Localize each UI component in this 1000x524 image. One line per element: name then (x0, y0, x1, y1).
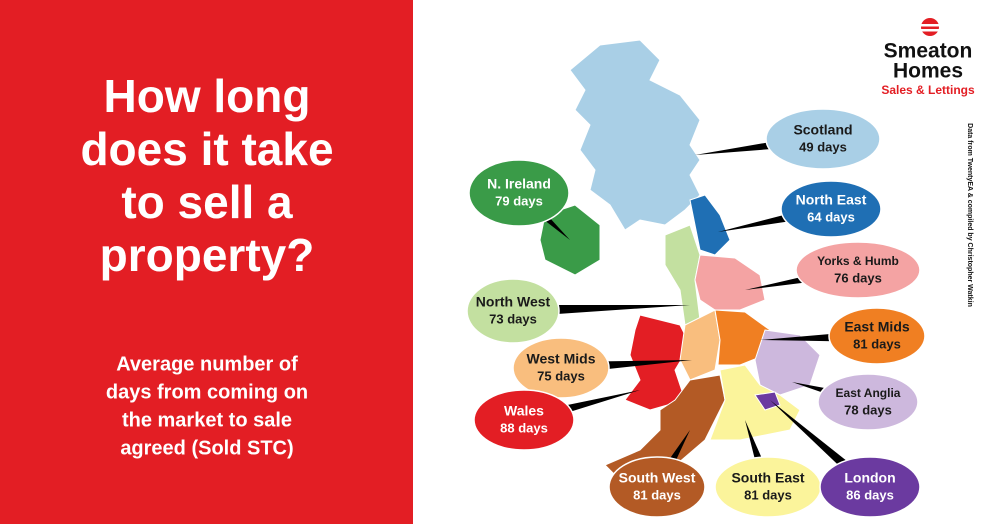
title-line: property? (100, 229, 315, 281)
callout-bubble (466, 278, 560, 344)
logo-name: Smeaton (884, 40, 973, 63)
callout-bubble (512, 337, 610, 399)
region-name: North East (796, 192, 867, 208)
map (539, 39, 821, 481)
subtitle-line: agreed (Sold STC) (120, 437, 293, 459)
callout-bubble (819, 456, 921, 518)
region-days: 81 days (853, 336, 901, 351)
region-days: 86 days (846, 487, 894, 502)
region-shape (754, 391, 781, 411)
region-days: 64 days (807, 209, 855, 224)
region-days: 78 days (844, 402, 892, 417)
region-days: 81 days (744, 487, 792, 502)
title-line: How long (104, 70, 311, 122)
region-name: London (844, 470, 895, 486)
subtitle-line: Average number of (116, 353, 298, 375)
logo-icon (921, 18, 939, 36)
region-name: N. Ireland (487, 176, 551, 192)
callout-bubble (765, 108, 881, 170)
logo: Smeaton Homes Sales & Lettings (881, 18, 975, 97)
region-days: 88 days (500, 420, 548, 435)
callout-bubble (795, 241, 921, 299)
region-name: South East (731, 470, 804, 486)
region-shape (694, 254, 766, 311)
left-panel (0, 0, 413, 524)
region-name: North West (476, 294, 551, 310)
callout-bubble (828, 307, 926, 365)
region-name: East Anglia (836, 386, 901, 400)
title-line: does it take (80, 123, 333, 175)
callout-bubble (468, 159, 570, 227)
source-note: Data from TwentyEA & compiled by Christo… (966, 123, 973, 307)
region-name: West Mids (527, 351, 596, 367)
subtitle-line: the market to sale (122, 409, 292, 431)
region-name: Yorks & Humb (817, 254, 899, 268)
title-line: to sell a (121, 176, 293, 228)
logo-tagline: Sales & Lettings (881, 83, 975, 97)
region-days: 79 days (495, 193, 543, 208)
region-shape (714, 309, 771, 366)
region-shape (689, 194, 731, 256)
logo-name: Homes (893, 60, 963, 83)
region-name: Scotland (793, 122, 852, 138)
region-days: 76 days (834, 270, 882, 285)
logo-icon-stripe (920, 29, 940, 32)
callout-bubble (473, 389, 575, 451)
region-name: East Mids (844, 319, 910, 335)
logo-icon-stripe (920, 24, 940, 27)
subtitle-line: days from coming on (106, 381, 308, 403)
region-days: 73 days (489, 311, 537, 326)
callout-bubble (817, 373, 919, 431)
callout-bubble (608, 456, 706, 518)
region-days: 49 days (799, 139, 847, 154)
region-name: South West (619, 470, 696, 486)
region-days: 81 days (633, 487, 681, 502)
region-shape (569, 39, 701, 231)
subtitle: Average number of days from coming on the … (106, 353, 308, 459)
region-days: 75 days (537, 368, 585, 383)
region-name: Wales (504, 403, 544, 419)
callout-bubble (780, 180, 882, 238)
